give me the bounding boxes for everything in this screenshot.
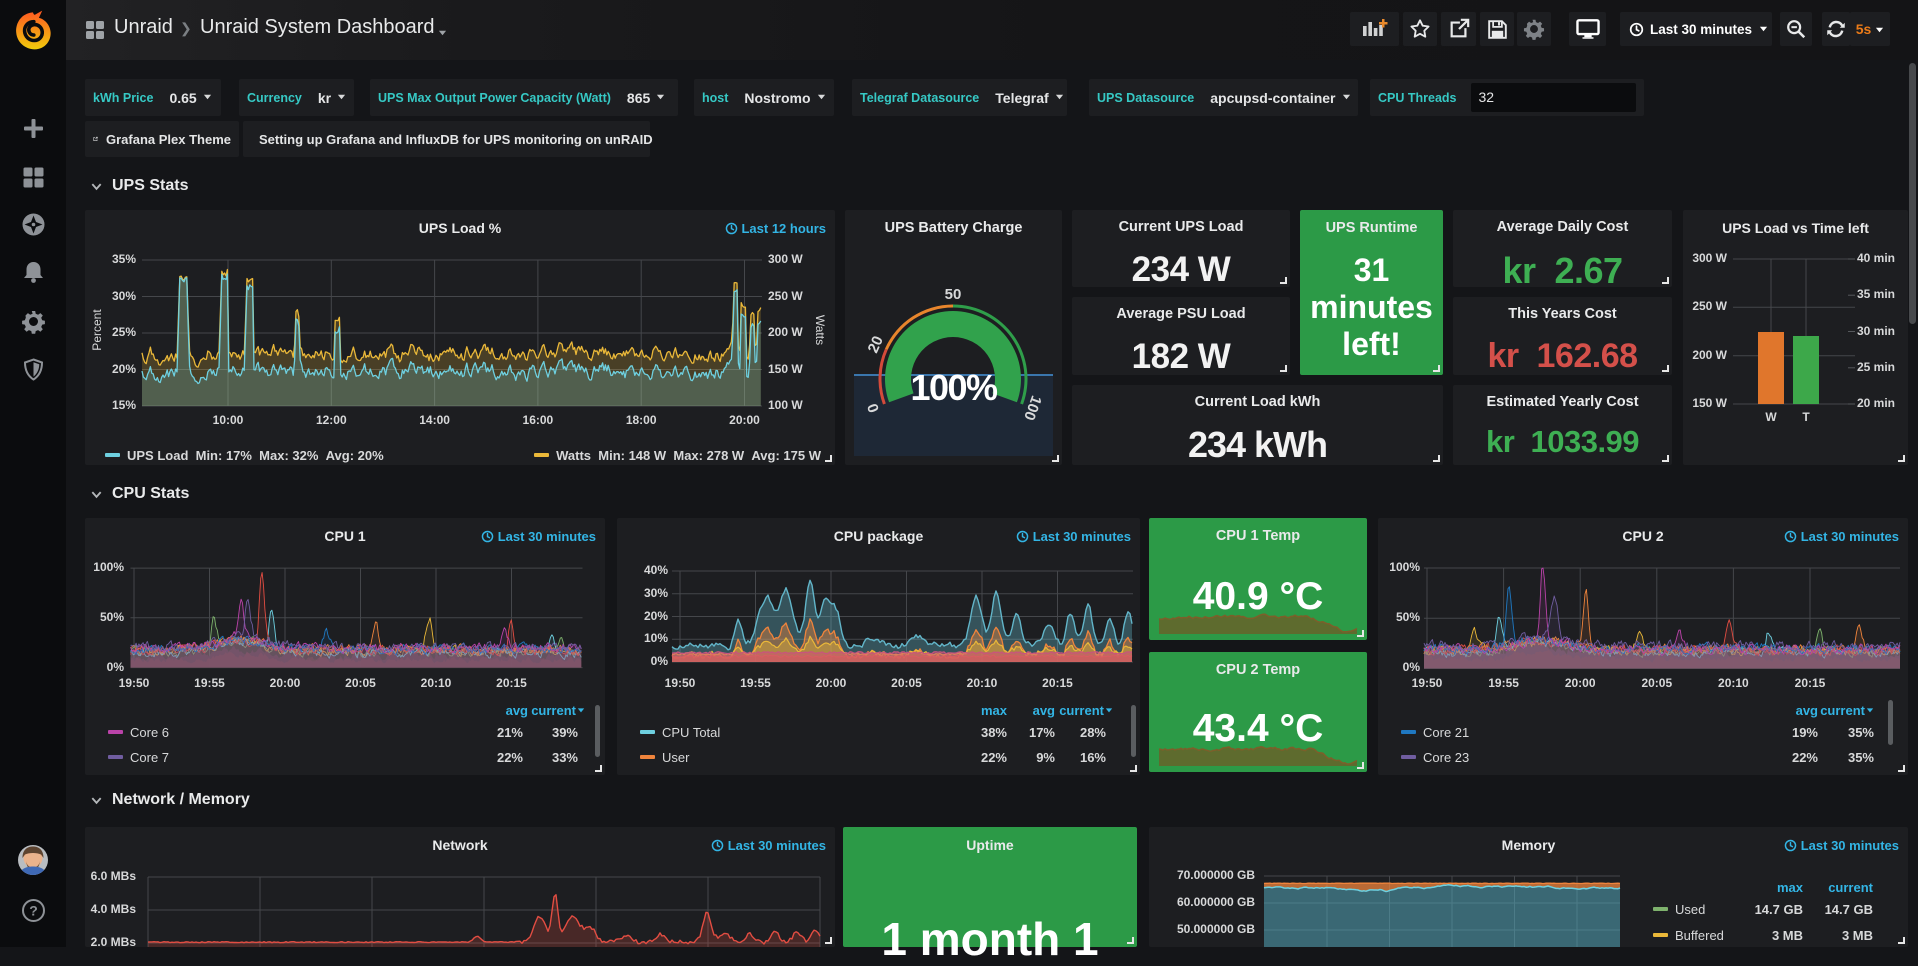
svg-text:?: ? [29,903,38,919]
svg-text:50: 50 [945,286,962,303]
svg-text:20: 20 [865,334,887,356]
